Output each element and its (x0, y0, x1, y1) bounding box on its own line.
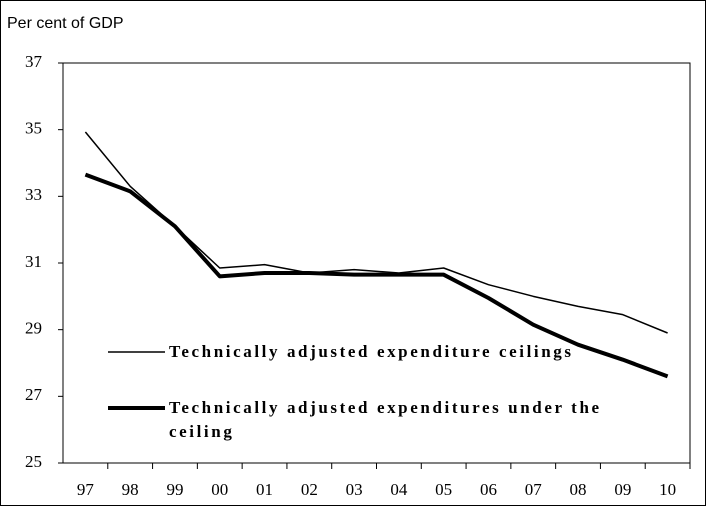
y-tick-label: 35 (25, 119, 42, 138)
y-tick-label: 29 (25, 319, 42, 338)
x-tick-label: 08 (570, 480, 587, 499)
series-line (84, 172, 669, 379)
x-tick-label: 07 (525, 480, 543, 499)
x-tick-label: 10 (659, 480, 676, 499)
y-tick-label: 37 (25, 52, 43, 71)
x-tick-label: 09 (614, 480, 631, 499)
x-tick-label: 98 (122, 480, 139, 499)
x-tick-label: 00 (211, 480, 228, 499)
legend-label: Technically adjusted expenditure ceiling… (169, 342, 574, 361)
x-tick-label: 06 (480, 480, 497, 499)
series-line (84, 131, 668, 334)
x-tick-label: 01 (256, 480, 273, 499)
x-tick-label: 04 (390, 480, 408, 499)
y-axis-label: Per cent of GDP (7, 15, 124, 32)
x-tick-label: 97 (77, 480, 95, 499)
y-tick-label: 25 (25, 452, 42, 471)
x-tick-label: 02 (301, 480, 318, 499)
x-tick-label: 03 (346, 480, 363, 499)
legend-label: Technically adjusted expenditures under … (169, 398, 602, 441)
x-tick-label: 05 (435, 480, 452, 499)
x-tick-label: 99 (166, 480, 183, 499)
y-tick-label: 31 (25, 252, 42, 271)
y-tick-label: 33 (25, 185, 42, 204)
y-tick-label: 27 (25, 385, 43, 404)
